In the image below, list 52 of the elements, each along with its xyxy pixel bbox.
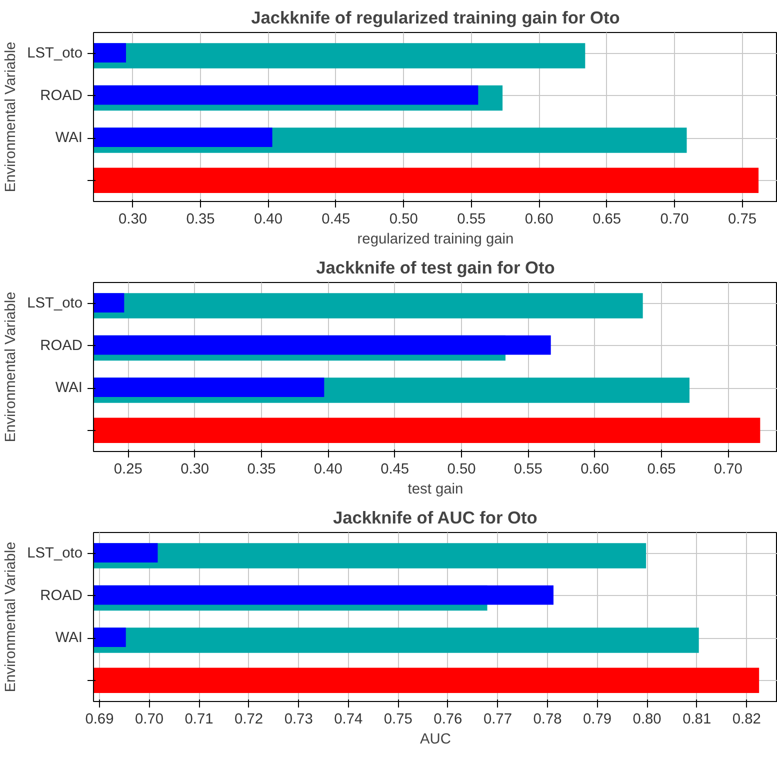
x-tick-label: 0.71 [184, 712, 214, 728]
x-axis-title: AUC [420, 732, 452, 748]
x-tick-label: 0.70 [660, 212, 689, 228]
y-tick-label: WAI [55, 380, 83, 396]
y-axis-title: Environmental Variable [3, 292, 20, 442]
x-tick-label: 0.80 [632, 712, 662, 728]
x-tick-label: 0.25 [114, 462, 142, 478]
y-tick-label: ROAD [40, 588, 83, 604]
x-tick-label: 0.35 [186, 212, 215, 228]
x-tick-label: 0.55 [457, 212, 486, 228]
y-tick-label: ROAD [40, 338, 83, 354]
y-tick-label: LST_oto [27, 296, 82, 312]
x-tick-label: 0.75 [728, 212, 757, 228]
x-tick-label: 0.70 [134, 712, 164, 728]
x-tick-label: 0.81 [682, 712, 712, 728]
x-tick-label: 0.30 [118, 212, 148, 228]
x-tick-label: 0.35 [247, 462, 276, 478]
x-tick-label: 0.76 [434, 712, 462, 728]
x-tick-label: 0.60 [524, 212, 554, 228]
x-tick-label: 0.30 [180, 462, 210, 478]
x-tick-label: 0.70 [714, 462, 742, 478]
x-tick-label: 0.50 [389, 212, 418, 228]
chart-title: Jackknife of regularized training gain for Oto [251, 8, 620, 28]
x-tick-label: 0.79 [583, 712, 612, 728]
y-tick-label: ROAD [40, 88, 83, 104]
x-tick-label: 0.50 [447, 462, 476, 478]
x-tick-label: 0.73 [284, 712, 313, 728]
x-tick-label: 0.72 [234, 712, 264, 728]
chart-title: Jackknife of AUC for Oto [332, 508, 538, 528]
x-tick-label: 0.82 [732, 712, 761, 728]
x-tick-label: 0.65 [647, 462, 676, 478]
x-tick-label: 0.78 [533, 712, 562, 728]
y-tick-label: LST_oto [27, 546, 82, 562]
y-tick-label: LST_oto [27, 46, 82, 62]
x-tick-label: 0.40 [254, 212, 282, 228]
x-tick-label: 0.40 [314, 462, 342, 478]
x-axis-title: test gain [408, 482, 464, 498]
y-axis-title: Environmental Variable [3, 42, 20, 192]
x-tick-label: 0.69 [85, 712, 114, 728]
x-axis-title: regularized training gain [357, 232, 514, 248]
y-tick-label: WAI [55, 130, 83, 146]
x-tick-label: 0.65 [592, 212, 622, 228]
chart-title: Jackknife of test gain for Oto [316, 258, 555, 278]
x-tick-label: 0.77 [483, 712, 512, 728]
x-tick-label: 0.75 [384, 712, 412, 728]
x-tick-label: 0.60 [580, 462, 610, 478]
y-axis-title: Environmental Variable [3, 542, 20, 692]
x-tick-label: 0.55 [514, 462, 542, 478]
x-tick-label: 0.74 [334, 712, 363, 728]
x-tick-label: 0.45 [322, 212, 350, 228]
x-tick-label: 0.45 [380, 462, 410, 478]
y-tick-label: WAI [55, 630, 83, 646]
